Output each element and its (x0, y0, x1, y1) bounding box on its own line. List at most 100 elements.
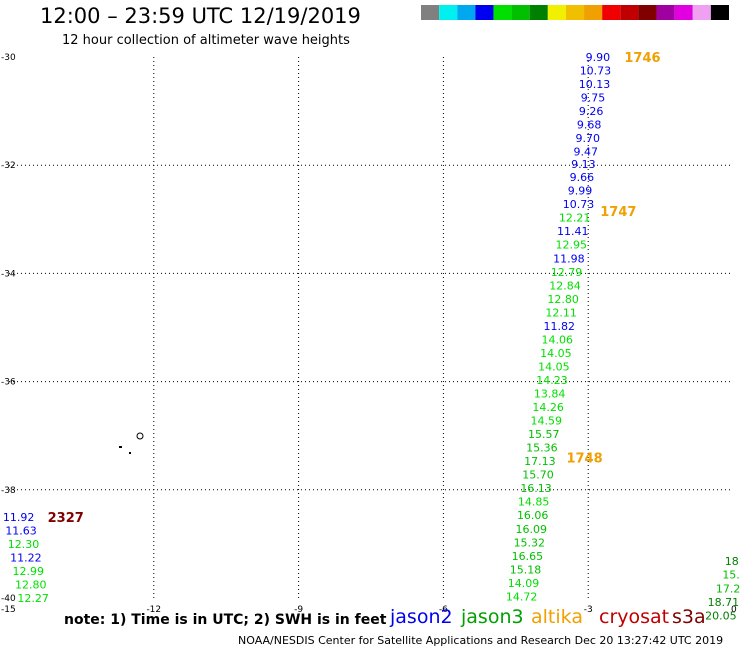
x-tick-label: -15 (1, 605, 16, 615)
track-time-label: 1746 (624, 51, 660, 66)
wave-height-value: 9.99 (568, 185, 593, 198)
color-swatch (529, 5, 548, 20)
color-swatch (457, 5, 476, 20)
wave-height-value: 12.80 (547, 293, 579, 306)
color-swatch (511, 5, 530, 20)
color-swatch (439, 5, 458, 20)
wave-height-value: 11.22 (10, 551, 42, 564)
legend-altika: altika (531, 606, 583, 628)
wave-height-value: 11.92 (3, 511, 35, 524)
wave-height-value: 9.26 (579, 105, 604, 118)
wave-height-value: 16.65 (512, 550, 544, 563)
wave-height-value: 12.21 (559, 212, 591, 225)
wave-height-value: 9.13 (571, 158, 596, 171)
wave-height-value: 15.18 (510, 563, 542, 576)
y-tick-label: -40 (1, 594, 16, 604)
island-outline (136, 432, 144, 440)
color-swatch (710, 5, 729, 20)
wave-height-value: 15.70 (522, 469, 554, 482)
units-note: note: 1) Time is in UTC; 2) SWH is in fe… (64, 612, 387, 628)
wave-height-value: 14.85 (518, 496, 550, 509)
wave-height-value: 12.99 (13, 565, 45, 578)
y-tick-label: -36 (1, 378, 16, 388)
wave-height-value: 11.41 (557, 225, 589, 238)
wave-height-value: 10.73 (580, 65, 612, 78)
legend-cryosat: cryosat (599, 606, 670, 628)
wave-height-value: 12.30 (8, 538, 40, 551)
wave-height-value: 10.73 (563, 198, 595, 211)
island-outline (119, 446, 122, 448)
track-time-label: 1748 (566, 451, 602, 466)
chart-subtitle: 12 hour collection of altimeter wave hei… (62, 33, 350, 48)
wave-height-value: 12.79 (551, 266, 583, 279)
wave-height-value: 17.2 (716, 582, 740, 595)
footer-credit: NOAA/NESDIS Center for Satellite Applica… (238, 634, 724, 647)
wave-height-value: 12.95 (556, 239, 588, 252)
wave-height-value: 18. (725, 555, 740, 568)
wave-height-value: 16.09 (515, 523, 547, 536)
color-scale-bar: 36912151821242730333639424570(ft) (421, 5, 729, 20)
track-time-label: 2327 (48, 511, 84, 526)
track-time-label: 1747 (600, 205, 636, 220)
y-tick-label: -38 (1, 486, 16, 496)
wave-height-value: 14.05 (540, 347, 572, 360)
y-tick-label: -30 (1, 53, 16, 63)
wave-height-value: 14.72 (506, 590, 538, 603)
wave-height-value: 9.75 (581, 92, 606, 105)
wave-height-value: 11.98 (553, 252, 585, 265)
wave-height-value: 9.90 (586, 51, 611, 64)
x-tick-label: 0 (731, 605, 737, 615)
wave-height-value: 16.13 (520, 482, 552, 495)
wave-height-value: 12.84 (549, 279, 581, 292)
wave-height-value: 18.71 (708, 596, 740, 609)
x-tick-label: -12 (146, 605, 161, 615)
wave-height-value: 13.84 (534, 388, 566, 401)
color-swatch (493, 5, 512, 20)
x-tick-label: -9 (294, 605, 303, 615)
color-swatch (674, 5, 693, 20)
chart-title: 12:00 – 23:59 UTC 12/19/2019 (40, 4, 361, 28)
wave-height-value: 15.57 (528, 428, 560, 441)
wave-height-value: 10.13 (579, 78, 611, 91)
wave-height-value: 9.47 (574, 146, 599, 159)
color-swatch (584, 5, 603, 20)
color-swatch (692, 5, 711, 20)
wave-height-value: 9.68 (577, 119, 602, 132)
color-swatch (602, 5, 621, 20)
wave-height-value: 17.13 (524, 455, 556, 468)
legend-jason2: jason2 (390, 606, 453, 628)
color-swatch (638, 5, 657, 20)
color-swatch (475, 5, 494, 20)
wave-height-value: 9.66 (570, 171, 595, 184)
wave-height-value: 11.82 (543, 320, 575, 333)
wave-height-value: 20.05 (705, 609, 737, 622)
wave-height-value: 14.06 (542, 333, 574, 346)
wave-height-value: 9.70 (575, 132, 600, 145)
y-tick-label: -32 (1, 161, 16, 171)
legend-jason3: jason3 (461, 606, 524, 628)
y-tick-label: -34 (1, 269, 16, 279)
wave-height-value: 14.59 (530, 415, 562, 428)
color-swatch (565, 5, 585, 20)
wave-height-value: 12.11 (545, 306, 577, 319)
color-swatch (656, 5, 675, 20)
wave-height-value: 15. (722, 569, 740, 582)
x-tick-label: -6 (439, 605, 448, 615)
color-swatch (620, 5, 639, 20)
wave-height-value: 16.06 (517, 509, 549, 522)
legend-s3a: s3a (672, 606, 706, 628)
wave-height-value: 12.80 (15, 578, 47, 591)
wave-height-value: 14.09 (508, 577, 540, 590)
wave-height-value: 12.27 (17, 592, 49, 605)
wave-height-value: 14.26 (532, 401, 564, 414)
wave-height-value: 14.23 (536, 374, 568, 387)
color-swatch (547, 5, 566, 20)
wave-height-value: 15.32 (514, 536, 546, 549)
wave-height-value: 14.05 (538, 360, 570, 373)
wave-height-value: 15.36 (526, 442, 558, 455)
island-outline (129, 452, 131, 454)
color-swatch (421, 5, 440, 20)
x-tick-label: -3 (584, 605, 593, 615)
wave-height-value: 11.63 (5, 524, 37, 537)
